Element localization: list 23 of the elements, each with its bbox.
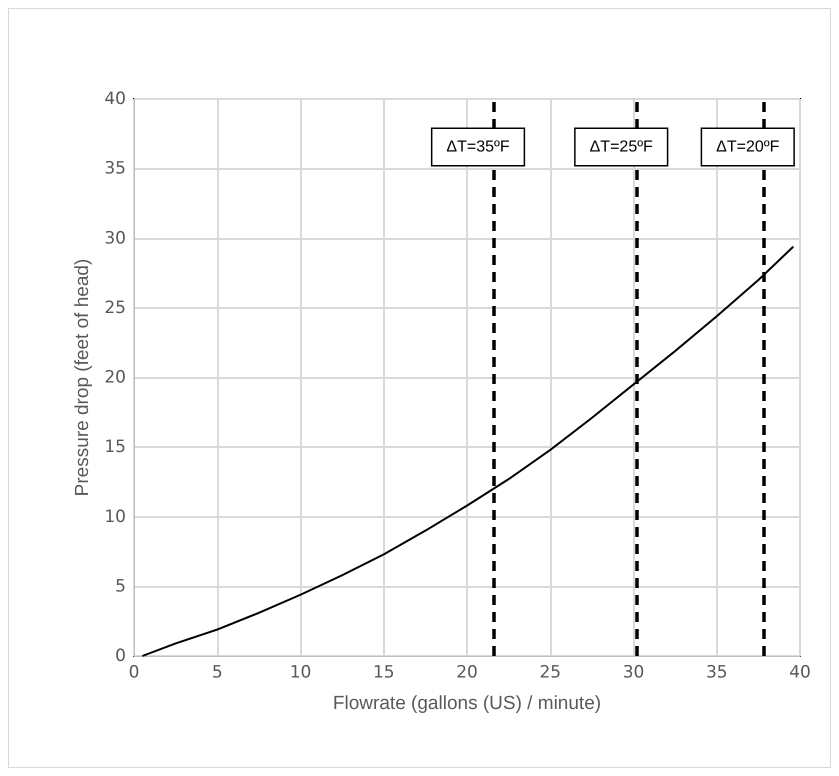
- y-tick-label: 5: [115, 576, 126, 596]
- x-tick-label: 40: [789, 662, 811, 682]
- x-tick-label: 15: [372, 662, 395, 682]
- y-tick-label: 30: [104, 228, 126, 248]
- x-tick-label: 20: [456, 662, 478, 682]
- y-tick-label: 20: [104, 368, 126, 388]
- y-axis-title: Pressure drop (feet of head): [72, 258, 93, 496]
- y-tick-label: 25: [104, 298, 126, 318]
- x-tick-label: 5: [212, 662, 223, 682]
- x-tick-label: 35: [706, 662, 728, 682]
- annotation: ΔT=25ºF: [590, 138, 654, 156]
- annotation: ΔT=20ºF: [716, 138, 780, 156]
- annotation: ΔT=35ºF: [446, 138, 510, 156]
- y-tick-label: 0: [115, 646, 126, 666]
- y-tick-label: 40: [104, 89, 126, 109]
- y-tick-label: 10: [104, 506, 126, 527]
- x-tick-label: 0: [128, 662, 140, 682]
- x-tick-label: 10: [290, 662, 312, 682]
- x-tick-label: 25: [539, 662, 562, 682]
- y-tick-label: 35: [104, 158, 126, 179]
- y-tick-label: 15: [104, 437, 126, 458]
- x-axis-title: Flowrate (gallons (US) / minute): [332, 693, 602, 714]
- x-tick-label: 30: [622, 662, 644, 682]
